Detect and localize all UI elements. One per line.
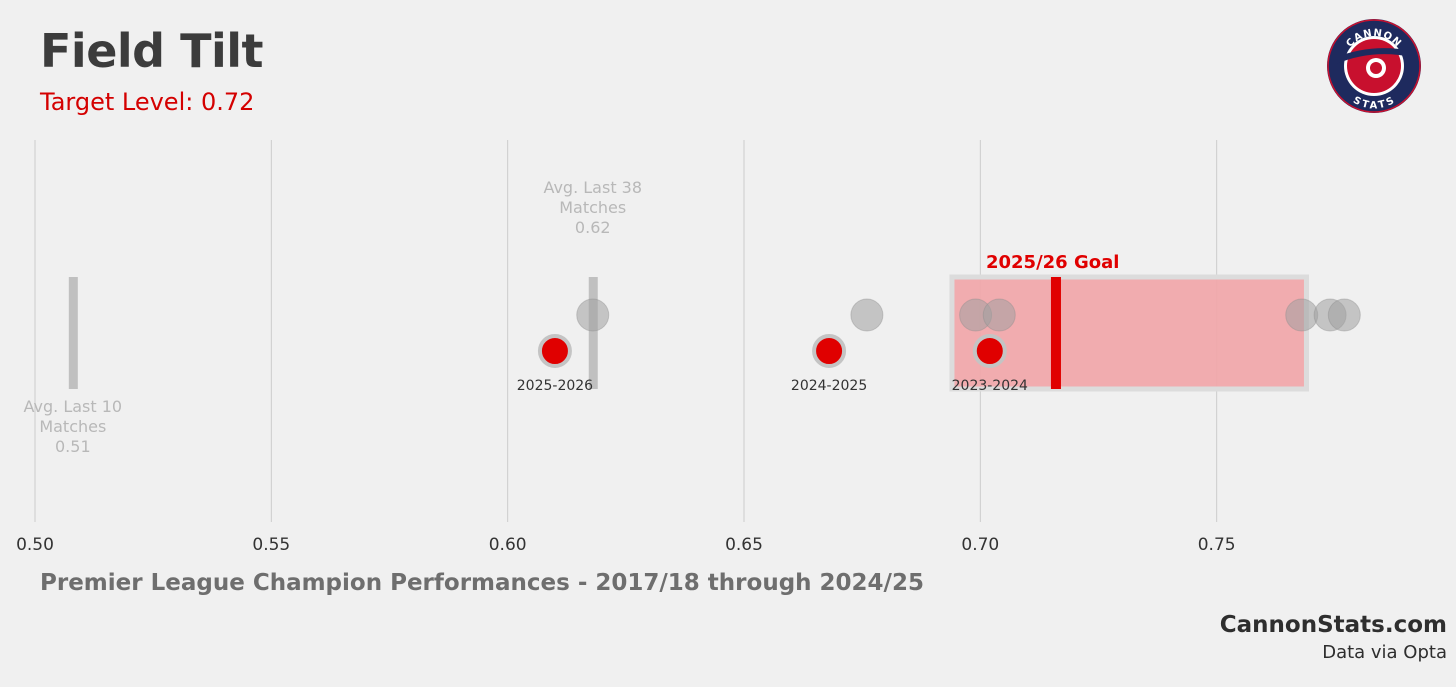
team-season-point [972,334,1007,368]
x-tick-label: 0.70 [961,535,999,555]
target-level-subtitle: Target Level: 0.72 [40,88,255,116]
season-label: 2024-2025 [791,378,867,394]
chart-title: Field Tilt [40,24,264,78]
champion-season-point [1327,298,1361,332]
goal-target-line [1050,277,1061,389]
cannon-stats-logo: CANNON STATS [1327,19,1421,113]
average-label: Avg. Last 10 [24,397,123,416]
brand-link[interactable]: CannonStats.com [1219,612,1447,638]
champion-season-point [982,298,1016,332]
average-label: 0.62 [575,218,611,237]
x-axis-title: Premier League Champion Performances - 2… [40,570,924,596]
x-tick-label: 0.75 [1198,535,1236,555]
average-label: 0.51 [55,437,91,456]
x-tick-label: 0.65 [725,535,763,555]
season-label: 2025-2026 [517,378,593,394]
season-label: 2023-2024 [952,378,1028,394]
logo-bottom-text: STATS [1351,95,1396,111]
average-label: Avg. Last 38 [543,178,642,197]
average-label: Matches [39,417,106,436]
average-label: Matches [559,198,626,217]
data-source: Data via Opta [1322,642,1447,663]
x-tick-label: 0.60 [489,535,527,555]
x-tick-label: 0.55 [252,535,290,555]
goal-range-band [949,274,1309,392]
champion-season-point [576,298,610,332]
champion-season-point [850,298,884,332]
average-marker [68,277,78,389]
x-tick-label: 0.50 [16,535,54,555]
field-tilt-chart: 0.50 0.55 0.60 0.65 0.70 0.75 2025/26 Goal Avg.… [16,140,1361,555]
average-marker [588,277,598,389]
champion-season-point [1285,298,1319,332]
team-season-point [812,334,847,368]
team-season-point [537,334,572,368]
svg-text:STATS: STATS [1351,95,1397,111]
goal-label: 2025/26 Goal [986,252,1119,273]
